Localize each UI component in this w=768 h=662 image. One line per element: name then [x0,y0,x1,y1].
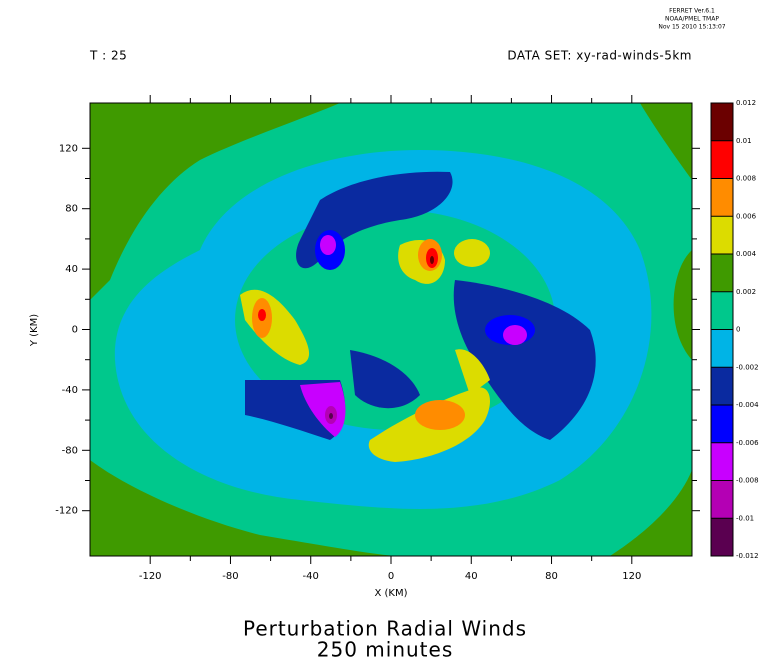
stamp-version: FERRET Ver.6.1 [669,8,715,15]
y-tick-label: -80 [62,445,78,456]
colorbar-label: -0.004 [736,401,759,409]
colorbar-band [711,405,733,443]
x-tick-label: 40 [465,571,478,582]
x-axis-label: X (KM) [374,588,407,599]
contour-field [90,103,692,556]
colorbar-band [711,103,733,141]
y-tick-label: -120 [55,506,78,517]
colorbar-label: -0.002 [736,363,759,371]
y-tick-label: 80 [65,204,78,215]
x-tick-label: 0 [388,571,394,582]
contour-region [503,325,527,345]
chart-title: Perturbation Radial Winds [243,617,527,641]
y-tick-label: -40 [62,385,78,396]
stamp-org: NOAA/PMEL TMAP [665,16,719,23]
colorbar-label: 0 [736,326,740,334]
contour-region [415,400,465,430]
colorbar-label: 0.002 [736,288,756,296]
contour-region [673,250,692,360]
x-tick-label: -80 [222,571,238,582]
colorbar-band [711,291,733,330]
x-tick-label: 120 [622,571,641,582]
colorbar-label: -0.008 [736,477,759,485]
contour-region [455,349,490,395]
contour-region [350,350,420,409]
stamp-date: Nov 15 2010 15:13:07 [658,24,725,31]
colorbar-label: 0.004 [736,250,757,258]
y-tick-label: 120 [59,143,78,154]
contour-region [453,280,596,440]
colorbar-band [711,442,733,481]
x-tick-label: -40 [303,571,319,582]
colorbar-band [711,254,733,292]
colorbar-label: 0.008 [736,175,756,183]
colorbar-band [711,480,733,519]
y-tick-label: 40 [65,264,78,275]
y-tick-label: 0 [72,325,78,336]
colorbar-band [711,518,733,556]
contour-region [640,103,692,180]
colorbar-label: 0.01 [736,137,752,145]
dataset-label: DATA SET: xy-rad-winds-5km [507,49,692,63]
colorbar-band [711,140,733,179]
colorbar-band [711,216,733,254]
contour-region [90,460,400,556]
colorbar-label: -0.012 [736,552,759,560]
time-label: T : 25 [89,49,127,63]
contour-region [430,256,434,264]
x-tick-label: 80 [545,571,558,582]
colorbar-band [711,329,733,368]
chart-subtitle: 250 minutes [317,638,454,662]
colorbar-band [711,367,733,405]
contour-region [300,382,346,437]
contour-region [90,103,340,300]
colorbar-label: 0.012 [736,99,756,107]
colorbar-band [711,178,733,217]
contour-region [329,413,333,419]
colorbar-label: 0.006 [736,212,757,220]
y-axis-label: Y (KM) [29,314,40,347]
x-tick-label: -120 [139,571,162,582]
colorbar-label: -0.006 [736,439,759,447]
contour-region [610,470,692,556]
colorbar-label: -0.01 [736,514,754,522]
contour-region [320,235,336,255]
contour-region [454,239,490,267]
contour-region [258,309,266,321]
